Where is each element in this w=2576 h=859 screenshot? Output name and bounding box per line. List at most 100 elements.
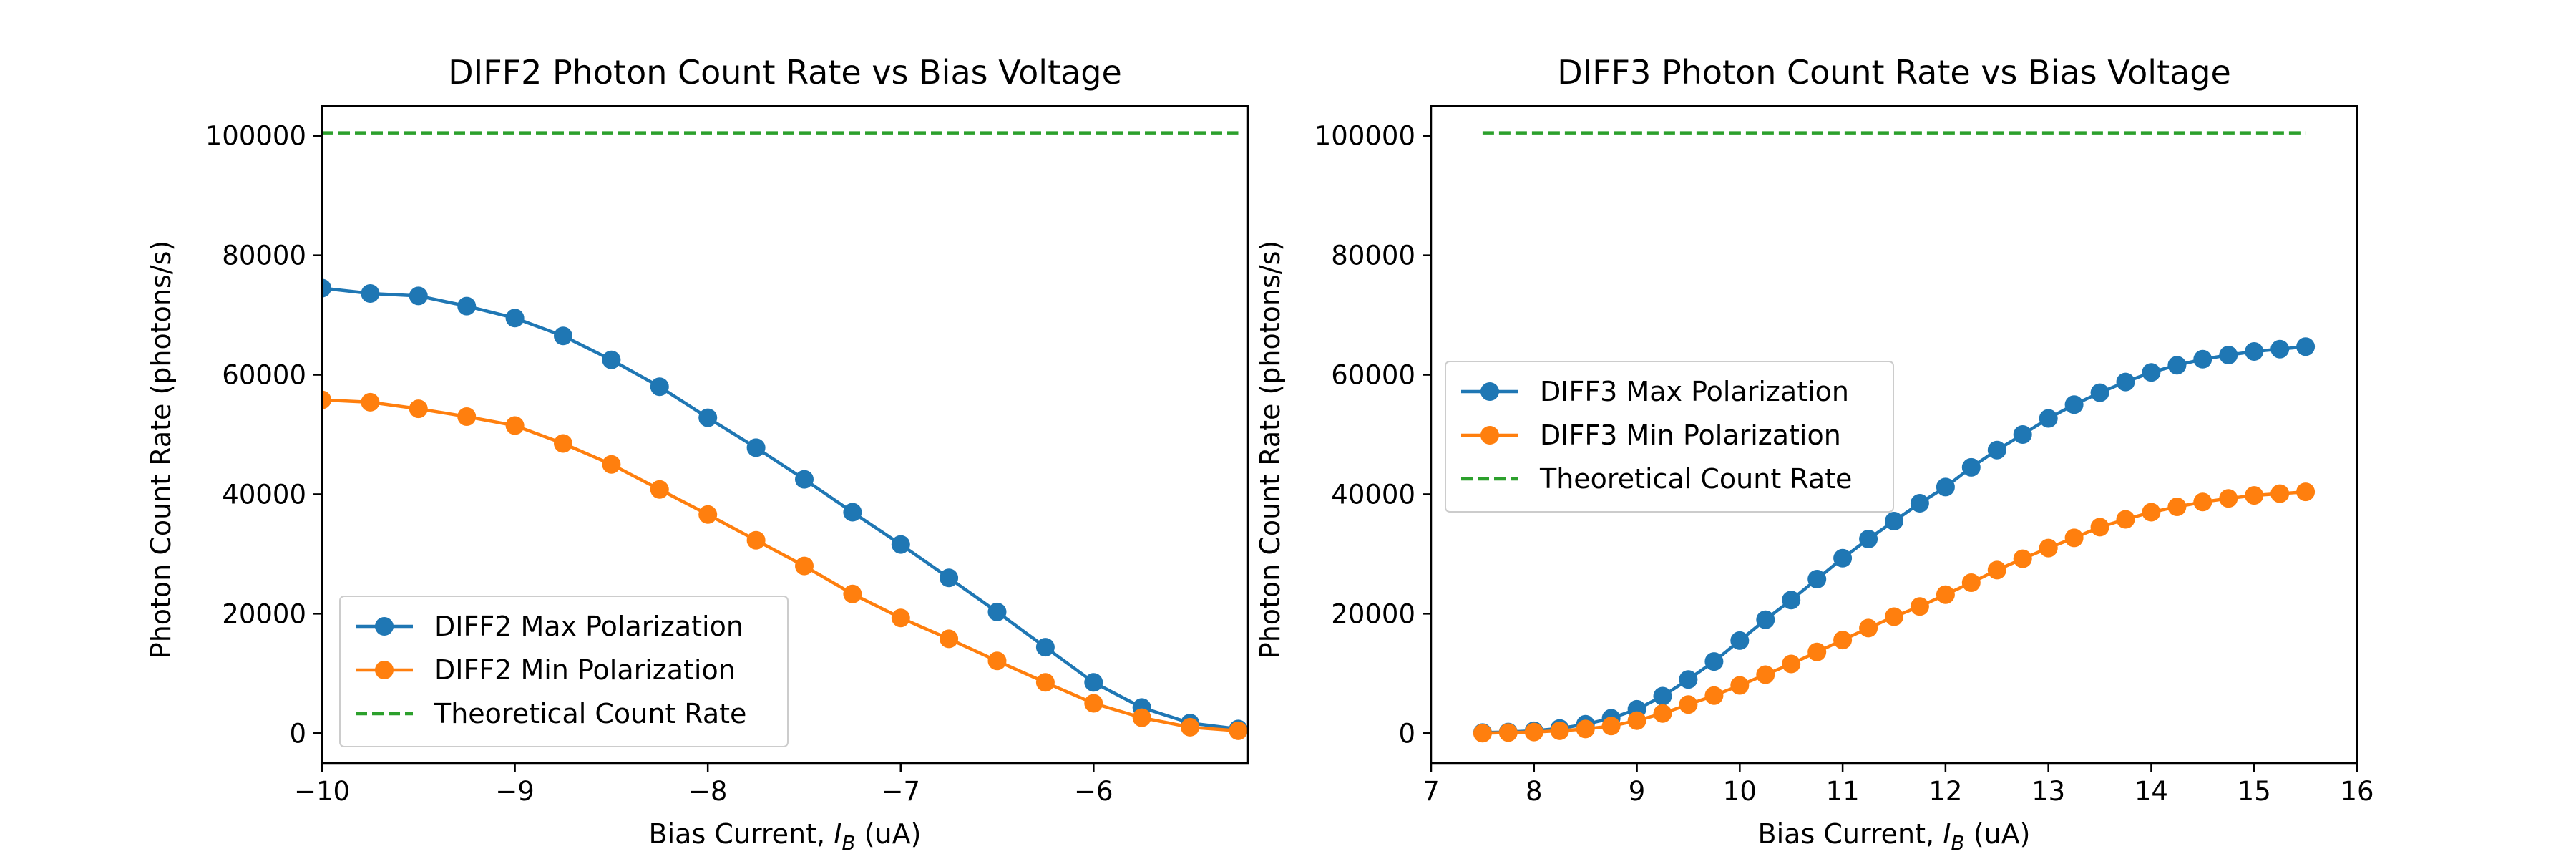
- data-point: [457, 296, 477, 316]
- plot-area: 7 8 9 10 11 12 13 14 15 16 0 20000 40000 60000 80000 10…: [1314, 105, 2374, 807]
- chart-title: DIFF3 Photon Count Rate vs Bias Voltage: [1557, 53, 2231, 92]
- data-point: [554, 326, 572, 346]
- data-point: [1910, 597, 1929, 616]
- data-point: [1601, 717, 1621, 736]
- data-point: [698, 408, 718, 427]
- x-axis-label: Bias Current, IB (uA): [1758, 818, 2031, 855]
- data-point: [457, 407, 477, 426]
- data-point: [650, 480, 669, 499]
- x-tick-label: −6: [1074, 776, 1113, 807]
- data-point: [1807, 570, 1827, 588]
- x-tick-label: 10: [1723, 776, 1757, 807]
- x-tick-label: 15: [2238, 776, 2271, 807]
- data-point: [2116, 372, 2135, 392]
- x-tick-label: 16: [2340, 776, 2373, 807]
- data-point: [1679, 695, 1698, 714]
- data-point: [1987, 440, 2006, 460]
- data-point: [1229, 721, 1248, 740]
- data-point: [2090, 518, 2109, 537]
- data-point: [1730, 676, 1750, 695]
- data-point: [2219, 346, 2238, 364]
- data-point: [1550, 721, 1569, 740]
- data-point: [2142, 503, 2161, 522]
- data-point: [361, 392, 380, 412]
- data-point: [1473, 724, 1492, 743]
- data-point: [361, 284, 380, 303]
- legend-label: Theoretical Count Rate: [434, 698, 746, 729]
- data-point: [2064, 395, 2084, 414]
- data-point: [1627, 711, 1646, 730]
- legend-entry: DIFF2 Min Polarization: [356, 654, 736, 686]
- data-point: [409, 286, 428, 306]
- data-point: [746, 530, 766, 550]
- series-layer: [322, 131, 1248, 740]
- data-point: [2245, 486, 2264, 505]
- data-point: [1704, 686, 1724, 705]
- data-point: [1987, 560, 2006, 580]
- data-point: [1679, 670, 1698, 689]
- x-tick-label: 8: [1526, 776, 1543, 807]
- data-point: [2090, 383, 2109, 402]
- data-point: [1807, 642, 1827, 661]
- x-tick-label: −8: [688, 776, 728, 807]
- data-point: [698, 505, 718, 524]
- data-point: [2167, 356, 2187, 375]
- plot-area: −10 −9 −8 −7 −6 0 20000 40000 60000 80000 100000: [205, 105, 1249, 807]
- data-point: [843, 503, 862, 522]
- data-point: [1084, 694, 1103, 713]
- data-point: [987, 651, 1007, 671]
- series-1: [1473, 482, 2316, 743]
- data-point: [1782, 591, 1801, 610]
- data-point: [602, 350, 621, 369]
- data-point: [1524, 722, 1543, 742]
- y-axis-label: Photon Count Rate (photons/s): [145, 241, 177, 659]
- data-point: [2039, 409, 2058, 428]
- data-point: [891, 608, 910, 628]
- data-point: [2039, 538, 2058, 558]
- data-point: [1498, 723, 1518, 742]
- data-point: [2167, 498, 2187, 516]
- data-point: [554, 434, 572, 453]
- y-tick-label: 100000: [205, 121, 306, 152]
- x-tick-label: 9: [1629, 776, 1646, 807]
- data-point: [1961, 573, 1981, 592]
- x-tick-label: 13: [2031, 776, 2065, 807]
- x-tick-label: 11: [1826, 776, 1860, 807]
- y-tick-label: 0: [289, 718, 306, 749]
- data-point: [1756, 610, 1775, 629]
- legend-marker: [375, 661, 394, 679]
- legend-entry: DIFF2 Max Polarization: [356, 611, 743, 642]
- axes-frame: [321, 105, 1249, 765]
- axes-frame: [1430, 105, 2358, 765]
- legend-label: DIFF2 Max Polarization: [434, 611, 743, 642]
- data-point: [1035, 638, 1055, 657]
- data-point: [1730, 631, 1750, 650]
- chart-diff3: DIFF3 Photon Count Rate vs Bias Voltage …: [1254, 53, 2374, 855]
- y-tick-label: 0: [1398, 718, 1415, 749]
- data-point: [1910, 494, 1929, 513]
- data-point: [1181, 717, 1200, 737]
- legend-box: [1445, 361, 1894, 513]
- data-point: [505, 416, 525, 435]
- data-point: [1961, 457, 1981, 477]
- data-point: [795, 556, 814, 576]
- legend-entry: DIFF3 Max Polarization: [1461, 376, 1849, 407]
- data-point: [795, 470, 814, 489]
- data-point: [322, 390, 331, 409]
- legend-entry: DIFF3 Min Polarization: [1461, 419, 1841, 451]
- legend-marker: [1480, 426, 1499, 445]
- data-point: [2013, 425, 2032, 444]
- data-point: [2296, 337, 2316, 356]
- data-point: [1756, 665, 1775, 684]
- data-point: [1084, 673, 1103, 692]
- legend-box: [339, 596, 789, 747]
- data-point: [2142, 363, 2161, 382]
- legend: DIFF3 Max Polarization DIFF3 Min Polariza…: [1445, 361, 1894, 513]
- data-point: [1653, 686, 1672, 706]
- legend-marker: [1480, 382, 1499, 401]
- legend-label: DIFF3 Min Polarization: [1540, 419, 1841, 451]
- x-axis-label: Bias Current, IB (uA): [649, 818, 922, 855]
- chart-title: DIFF2 Photon Count Rate vs Bias Voltage: [448, 53, 1122, 92]
- y-tick-label: 80000: [1331, 241, 1415, 271]
